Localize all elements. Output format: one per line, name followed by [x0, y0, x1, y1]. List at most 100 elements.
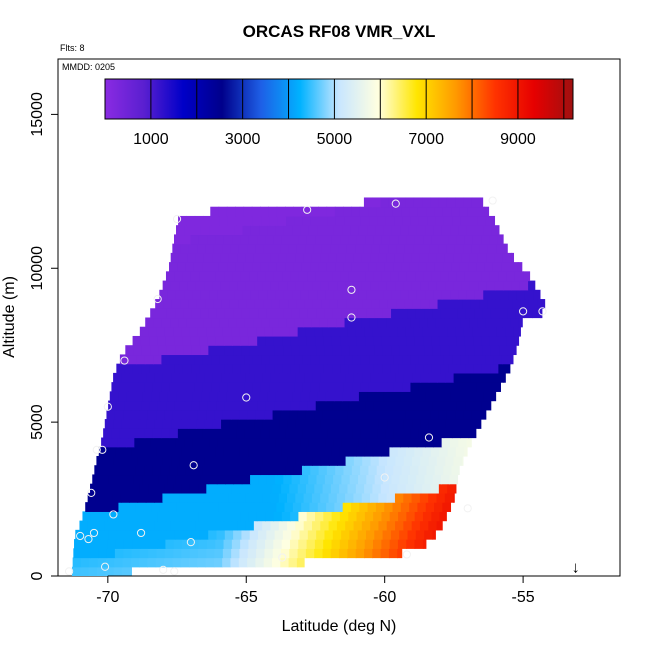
heatmap-cell	[419, 317, 429, 328]
heatmap-cell	[217, 391, 227, 402]
heatmap-cell	[150, 474, 160, 485]
heatmap-cell	[299, 529, 309, 540]
heatmap-cell	[179, 520, 189, 531]
heatmap-cell	[370, 455, 380, 466]
heatmap-cell	[218, 262, 228, 272]
heatmap-cell	[227, 382, 237, 392]
heatmap-cell	[378, 455, 388, 466]
heatmap-cell	[443, 215, 453, 226]
heatmap-cell	[413, 326, 423, 337]
heatmap-cell	[164, 409, 174, 420]
heatmap-cell	[172, 557, 182, 568]
heatmap-cell	[281, 326, 290, 337]
heatmap-cell	[177, 465, 187, 476]
heatmap-cell	[373, 539, 382, 549]
heatmap-cell	[240, 511, 250, 522]
heatmap-cell	[196, 419, 206, 429]
heatmap-cell	[228, 317, 238, 328]
heatmap-cell	[159, 289, 169, 300]
heatmap-cell	[255, 557, 265, 568]
heatmap-cell	[137, 455, 147, 466]
heatmap-cell	[194, 465, 203, 476]
heatmap-cell	[365, 400, 375, 411]
heatmap-cell	[187, 372, 197, 383]
heatmap-cell	[202, 354, 212, 365]
heatmap-cell	[414, 539, 424, 549]
colorbar-bar	[104, 78, 574, 120]
heatmap-cell	[327, 428, 337, 439]
heatmap-cell	[186, 354, 196, 365]
heatmap-cell	[394, 215, 403, 226]
heatmap-cell	[197, 409, 207, 420]
heatmap-cell	[307, 400, 317, 411]
heatmap-cell	[436, 455, 446, 466]
heatmap-cell	[397, 446, 407, 457]
heatmap-cell	[114, 557, 124, 568]
heatmap-cell	[394, 252, 404, 263]
heatmap-cell	[95, 492, 105, 503]
heatmap-cell	[148, 326, 158, 337]
heatmap-cell	[394, 317, 404, 328]
heatmap-cell	[449, 474, 459, 485]
heatmap-cell	[353, 520, 363, 531]
chart-title: ORCAS RF08 VMR_VXL	[243, 22, 436, 41]
heatmap-cell	[179, 419, 189, 429]
heatmap-cell	[231, 539, 241, 549]
colorbar-tick-label: 7000	[408, 131, 444, 148]
heatmap-cell	[485, 382, 495, 392]
heatmap-cell	[236, 382, 245, 392]
heatmap-cell	[348, 363, 358, 374]
heatmap-cell	[401, 206, 411, 217]
heatmap-cell	[303, 317, 312, 328]
heatmap-cell	[250, 289, 260, 300]
heatmap-cell	[389, 234, 399, 245]
heatmap-cell	[455, 326, 465, 337]
heatmap-cell	[306, 234, 316, 245]
heatmap-cell	[463, 326, 473, 337]
heatmap-cell	[250, 437, 260, 448]
heatmap-cell	[202, 465, 212, 476]
heatmap-cell	[394, 492, 404, 503]
heatmap-cell	[294, 317, 304, 328]
heatmap-cell	[156, 483, 166, 494]
heatmap-cell	[328, 280, 338, 291]
heatmap-cell	[157, 511, 167, 522]
heatmap-cell	[417, 502, 427, 512]
heatmap-cell	[312, 455, 322, 466]
heatmap-cell	[276, 262, 286, 272]
heatmap-cell	[418, 382, 428, 392]
heatmap-cell	[236, 428, 245, 439]
heatmap-cell	[153, 317, 163, 328]
heatmap-cell	[326, 502, 335, 512]
heatmap-cell	[285, 262, 295, 272]
heatmap-cell	[121, 566, 131, 576]
heatmap-cell	[348, 539, 358, 549]
heatmap-cell	[205, 299, 214, 309]
heatmap-cell	[156, 326, 166, 337]
heatmap-cell	[310, 382, 320, 392]
heatmap-cell	[249, 345, 259, 356]
heatmap-cell	[248, 234, 258, 245]
heatmap-cell	[311, 317, 321, 328]
heatmap-cell	[340, 234, 350, 245]
y-tick-label: 15000	[29, 92, 46, 137]
heatmap-cell	[249, 363, 259, 374]
heatmap-cell	[416, 345, 425, 356]
heatmap-cell	[431, 335, 441, 346]
heatmap-cell	[211, 382, 221, 392]
heatmap-cell	[120, 492, 130, 503]
heatmap-cell	[369, 215, 379, 226]
heatmap-cell	[166, 363, 176, 374]
heatmap-cell	[453, 455, 463, 466]
heatmap-cell	[418, 215, 428, 226]
sample-point	[189, 461, 198, 470]
heatmap-cell	[365, 271, 375, 282]
heatmap-cell	[437, 299, 447, 309]
heatmap-cell	[89, 557, 99, 568]
heatmap-cell	[435, 317, 445, 328]
heatmap-cell	[146, 455, 156, 466]
heatmap-cell	[457, 345, 467, 356]
heatmap-cell	[221, 419, 230, 429]
heatmap-cell	[325, 289, 335, 300]
heatmap-cell	[178, 215, 187, 226]
